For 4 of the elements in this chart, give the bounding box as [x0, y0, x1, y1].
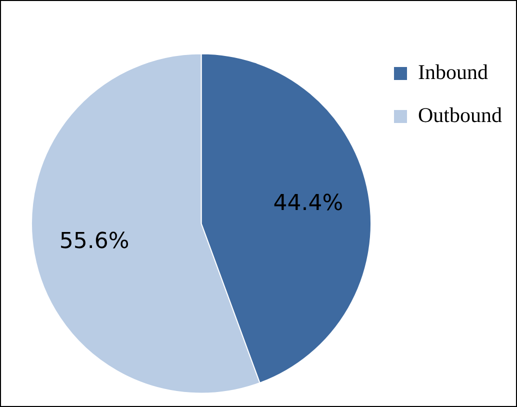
data-label: 44.4%: [273, 191, 344, 216]
legend-label: Outbound: [418, 103, 502, 128]
data-label: 55.6%: [59, 229, 130, 254]
legend-label: Inbound: [418, 60, 488, 84]
